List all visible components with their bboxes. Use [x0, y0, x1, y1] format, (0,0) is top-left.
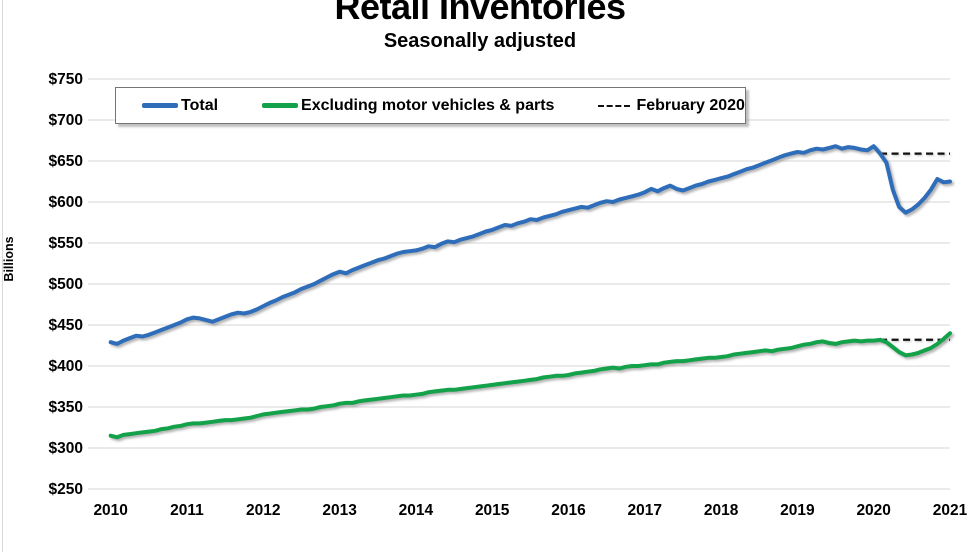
- excluding-motor-vehicles-parts-line: [108, 331, 952, 440]
- x-tick-label: 2014: [398, 502, 434, 519]
- y-tick-label: $350: [48, 398, 83, 416]
- y-tick-label: $600: [48, 193, 83, 211]
- y-tick-label: $700: [48, 111, 83, 129]
- legend-item-ex-motor-vehicles: Excluding motor vehicles & parts: [262, 97, 554, 115]
- legend-label-total: Total: [181, 96, 219, 114]
- legend-label-february-2020: February 2020: [636, 96, 745, 114]
- legend-label-ex-motor-vehicles: Excluding motor vehicles & parts: [301, 96, 555, 114]
- y-tick-label: $550: [48, 234, 83, 252]
- x-tick-label: 2015: [474, 502, 510, 519]
- x-tick-label: 2019: [780, 502, 815, 519]
- x-tick-label: 2020: [856, 502, 891, 519]
- x-tick-label: 2012: [246, 502, 281, 519]
- x-tick-label: 2021: [932, 502, 968, 519]
- x-tick-label: 2016: [551, 502, 586, 519]
- y-tick-label: $250: [48, 480, 83, 498]
- legend-item-total: Total: [142, 97, 218, 115]
- y-tick-label: $450: [48, 316, 83, 334]
- legend: Total Excluding motor vehicles & parts F…: [115, 87, 746, 124]
- x-tick-label: 2013: [322, 502, 357, 519]
- y-tick-label: $650: [48, 152, 83, 170]
- chart-left-border: [2, 0, 3, 552]
- chart-title: Retail Inventories: [334, 0, 626, 27]
- ex-motor-vehicles-line-swatch: [262, 103, 299, 108]
- y-tick-label: $300: [48, 439, 83, 457]
- x-tick-label: 2018: [703, 502, 739, 519]
- total-line: [108, 144, 952, 346]
- legend-item-february-2020: February 2020: [598, 97, 745, 115]
- y-tick-label: $400: [48, 357, 83, 375]
- y-tick-label: $500: [48, 275, 83, 293]
- x-tick-label: 2011: [170, 502, 204, 519]
- y-tick-label: $750: [48, 70, 83, 88]
- chart-subtitle: Seasonally adjusted: [383, 30, 577, 52]
- february-2020-dash-swatch: [598, 104, 631, 107]
- x-tick-label: 2010: [93, 502, 128, 519]
- total-line-swatch: [142, 103, 178, 108]
- x-tick-label: 2017: [627, 502, 663, 519]
